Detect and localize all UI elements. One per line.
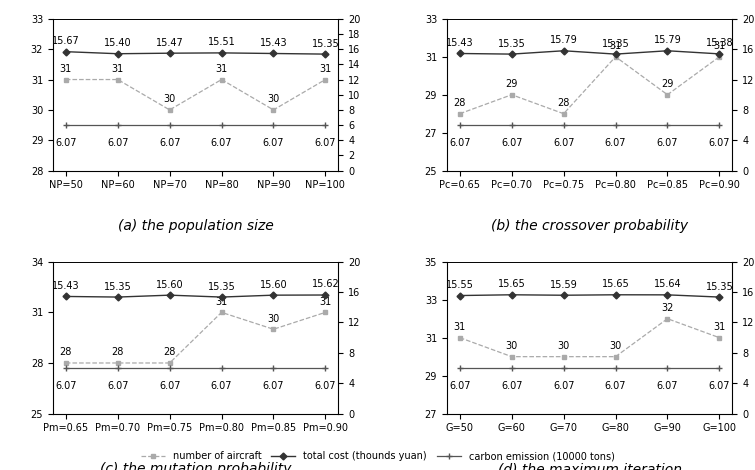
Text: 15.40: 15.40 (104, 38, 131, 48)
Text: 29: 29 (661, 79, 673, 89)
Text: 28: 28 (454, 98, 466, 108)
Text: 30: 30 (609, 341, 621, 351)
Text: 15.35: 15.35 (312, 39, 339, 48)
Text: 30: 30 (506, 341, 518, 351)
Text: 6.07: 6.07 (709, 139, 730, 149)
Text: 15.67: 15.67 (52, 36, 80, 46)
Text: 15.55: 15.55 (446, 280, 473, 290)
Text: 15.60: 15.60 (156, 280, 183, 290)
Text: 15.35: 15.35 (498, 39, 525, 48)
Text: 31: 31 (713, 41, 726, 51)
Text: 15.79: 15.79 (654, 35, 681, 45)
Text: 6.07: 6.07 (263, 381, 284, 392)
Text: 31: 31 (319, 64, 331, 74)
Text: 31: 31 (609, 41, 621, 51)
Text: 15.38: 15.38 (706, 39, 733, 48)
Text: 6.07: 6.07 (315, 381, 336, 392)
Text: 31: 31 (112, 64, 124, 74)
Text: 30: 30 (267, 94, 279, 104)
Text: 28: 28 (164, 347, 176, 357)
Text: 6.07: 6.07 (449, 139, 470, 149)
Text: 6.07: 6.07 (107, 381, 128, 392)
Text: 15.43: 15.43 (52, 281, 79, 291)
Text: 6.07: 6.07 (553, 139, 575, 149)
Text: 6.07: 6.07 (315, 139, 336, 149)
Text: 30: 30 (267, 313, 279, 324)
Text: 15.60: 15.60 (260, 280, 288, 290)
Text: 15.65: 15.65 (602, 279, 630, 289)
Text: 6.07: 6.07 (657, 381, 678, 392)
Text: 6.07: 6.07 (55, 381, 76, 392)
Text: 31: 31 (454, 322, 466, 332)
Text: 6.07: 6.07 (211, 381, 233, 392)
Text: 15.43: 15.43 (446, 38, 473, 48)
Text: 15.35: 15.35 (104, 282, 131, 291)
Text: 6.07: 6.07 (605, 139, 627, 149)
Text: 28: 28 (557, 98, 570, 108)
Text: 6.07: 6.07 (501, 139, 522, 149)
Text: 6.07: 6.07 (553, 381, 575, 392)
Text: 15.35: 15.35 (208, 282, 236, 291)
Text: 6.07: 6.07 (263, 139, 284, 149)
Legend: number of aircraft, total cost (thounds yuan), carbon emission (10000 tons): number of aircraft, total cost (thounds … (137, 447, 618, 465)
Text: (c) the mutation probability: (c) the mutation probability (100, 462, 291, 470)
Text: 28: 28 (112, 347, 124, 357)
Text: (a) the population size: (a) the population size (118, 219, 273, 233)
Text: 15.64: 15.64 (654, 279, 681, 290)
Text: 6.07: 6.07 (211, 139, 233, 149)
Text: 29: 29 (506, 79, 518, 89)
Text: 31: 31 (215, 64, 228, 74)
Text: 30: 30 (164, 94, 176, 104)
Text: 6.07: 6.07 (159, 381, 180, 392)
Text: 6.07: 6.07 (501, 381, 522, 392)
Text: (d) the maximum iteration: (d) the maximum iteration (498, 462, 682, 470)
Text: 15.35: 15.35 (602, 39, 630, 48)
Text: 31: 31 (713, 322, 726, 332)
Text: 6.07: 6.07 (605, 381, 627, 392)
Text: 31: 31 (215, 297, 228, 307)
Text: 15.35: 15.35 (705, 282, 733, 291)
Text: 15.79: 15.79 (550, 35, 578, 45)
Text: 6.07: 6.07 (709, 381, 730, 392)
Text: 15.59: 15.59 (550, 280, 578, 290)
Text: 31: 31 (319, 297, 331, 307)
Text: 32: 32 (661, 303, 673, 313)
Text: 6.07: 6.07 (159, 139, 180, 149)
Text: (b) the crossover probability: (b) the crossover probability (491, 219, 688, 233)
Text: 15.43: 15.43 (260, 38, 288, 48)
Text: 6.07: 6.07 (55, 139, 76, 149)
Text: 28: 28 (60, 347, 72, 357)
Text: 30: 30 (557, 341, 570, 351)
Text: 6.07: 6.07 (107, 139, 128, 149)
Text: 15.51: 15.51 (208, 37, 236, 47)
Text: 15.65: 15.65 (498, 279, 525, 289)
Text: 6.07: 6.07 (449, 381, 470, 392)
Text: 31: 31 (60, 64, 72, 74)
Text: 15.47: 15.47 (156, 38, 183, 47)
Text: 6.07: 6.07 (657, 139, 678, 149)
Text: 15.62: 15.62 (312, 280, 339, 290)
